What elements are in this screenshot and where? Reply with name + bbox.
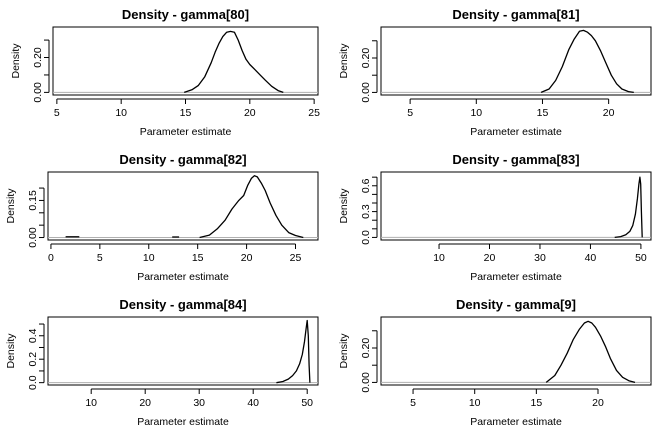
x-tick-label: 10 bbox=[470, 107, 482, 119]
y-axis-label: Density bbox=[338, 188, 350, 224]
plot-frame bbox=[47, 316, 319, 386]
density-curve bbox=[276, 319, 311, 384]
x-tick-label: 50 bbox=[301, 397, 313, 409]
x-tick-label: 5 bbox=[407, 107, 413, 119]
x-tick-label: 20 bbox=[241, 252, 253, 264]
y-tick-label: 0.00 bbox=[32, 82, 44, 103]
x-tick-label: 0 bbox=[48, 252, 54, 264]
density-panel: Density - gamma[84] 10 20 30 40 50 Parameter e… bbox=[5, 297, 319, 428]
x-tick-label: 15 bbox=[537, 107, 549, 119]
density-curve bbox=[540, 29, 634, 94]
y-tick-label: 0.6 bbox=[360, 178, 372, 193]
x-tick-label: 20 bbox=[603, 107, 615, 119]
y-tick-label: 0.0 bbox=[27, 375, 39, 390]
plot-title: Density - gamma[84] bbox=[119, 297, 246, 312]
y-tick-label: 0.00 bbox=[360, 372, 372, 393]
density-panel: Density - gamma[81] 5 10 15 20 Parameter esti… bbox=[338, 7, 652, 138]
x-tick-label: 50 bbox=[635, 252, 647, 264]
plot-title: Density - gamma[82] bbox=[119, 152, 246, 167]
density-curve bbox=[183, 30, 284, 94]
x-axis-label: Parameter estimate bbox=[470, 416, 562, 428]
plot-frame bbox=[380, 316, 652, 386]
density-curve bbox=[545, 320, 636, 384]
x-tick-label: 15 bbox=[530, 397, 542, 409]
x-tick-label: 10 bbox=[469, 397, 481, 409]
x-tick-label: 5 bbox=[97, 252, 103, 264]
y-tick-label: 0.15 bbox=[27, 190, 39, 211]
y-tick-label: 0.20 bbox=[360, 338, 372, 359]
x-tick-label: 25 bbox=[290, 252, 302, 264]
x-tick-label: 10 bbox=[143, 252, 155, 264]
x-axis-label: Parameter estimate bbox=[137, 271, 229, 283]
x-tick-label: 20 bbox=[592, 397, 604, 409]
x-tick-label: 40 bbox=[247, 397, 259, 409]
x-tick-label: 10 bbox=[85, 397, 97, 409]
density-curve bbox=[614, 176, 643, 239]
x-tick-label: 20 bbox=[139, 397, 151, 409]
x-tick-label: 5 bbox=[410, 397, 416, 409]
y-axis-label: Density bbox=[5, 333, 17, 369]
x-tick-label: 15 bbox=[180, 107, 192, 119]
density-curve bbox=[199, 175, 304, 239]
x-tick-label: 25 bbox=[308, 107, 320, 119]
y-tick-label: 0.2 bbox=[27, 352, 39, 367]
plot-frame bbox=[52, 26, 319, 96]
y-tick-label: 0.4 bbox=[27, 328, 39, 343]
x-tick-label: 5 bbox=[54, 107, 60, 119]
y-axis-label: Density bbox=[5, 188, 17, 224]
plot-title: Density - gamma[83] bbox=[452, 152, 579, 167]
plot-frame bbox=[380, 171, 652, 241]
x-tick-label: 30 bbox=[193, 397, 205, 409]
y-axis-label: Density bbox=[10, 43, 22, 79]
plot-title: Density - gamma[9] bbox=[456, 297, 576, 312]
x-axis-label: Parameter estimate bbox=[470, 271, 562, 283]
density-panel: Density - gamma[83] 10 20 30 40 50 Parameter e… bbox=[338, 152, 652, 283]
x-tick-label: 40 bbox=[585, 252, 597, 264]
x-tick-label: 10 bbox=[115, 107, 127, 119]
x-tick-label: 10 bbox=[433, 252, 445, 264]
plot-title: Density - gamma[80] bbox=[122, 7, 249, 22]
x-axis-label: Parameter estimate bbox=[470, 126, 562, 138]
x-tick-label: 30 bbox=[534, 252, 546, 264]
density-panel: Density - gamma[82] 0 5 10 15 20 25 Parameter e… bbox=[5, 152, 319, 283]
y-tick-label: 0.3 bbox=[360, 204, 372, 219]
plot-frame bbox=[47, 171, 319, 241]
density-panel: Density - gamma[9] 5 10 15 20 Parameter estim… bbox=[338, 297, 652, 428]
y-tick-label: 0.00 bbox=[360, 82, 372, 103]
y-tick-label: 0.00 bbox=[27, 227, 39, 248]
x-tick-label: 20 bbox=[484, 252, 496, 264]
plot-frame bbox=[380, 26, 652, 96]
y-tick-label: 0.0 bbox=[360, 230, 372, 245]
x-tick-label: 20 bbox=[244, 107, 256, 119]
x-axis-label: Parameter estimate bbox=[140, 126, 232, 138]
x-axis-label: Parameter estimate bbox=[137, 416, 229, 428]
y-tick-label: 0.20 bbox=[32, 47, 44, 68]
plot-title: Density - gamma[81] bbox=[452, 7, 579, 22]
y-axis-label: Density bbox=[338, 43, 350, 79]
density-panel: Density - gamma[80] 5 10 15 20 25 Parameter es… bbox=[10, 7, 320, 138]
y-axis-label: Density bbox=[338, 333, 350, 369]
x-tick-label: 15 bbox=[192, 252, 204, 264]
y-tick-label: 0.20 bbox=[360, 48, 372, 69]
